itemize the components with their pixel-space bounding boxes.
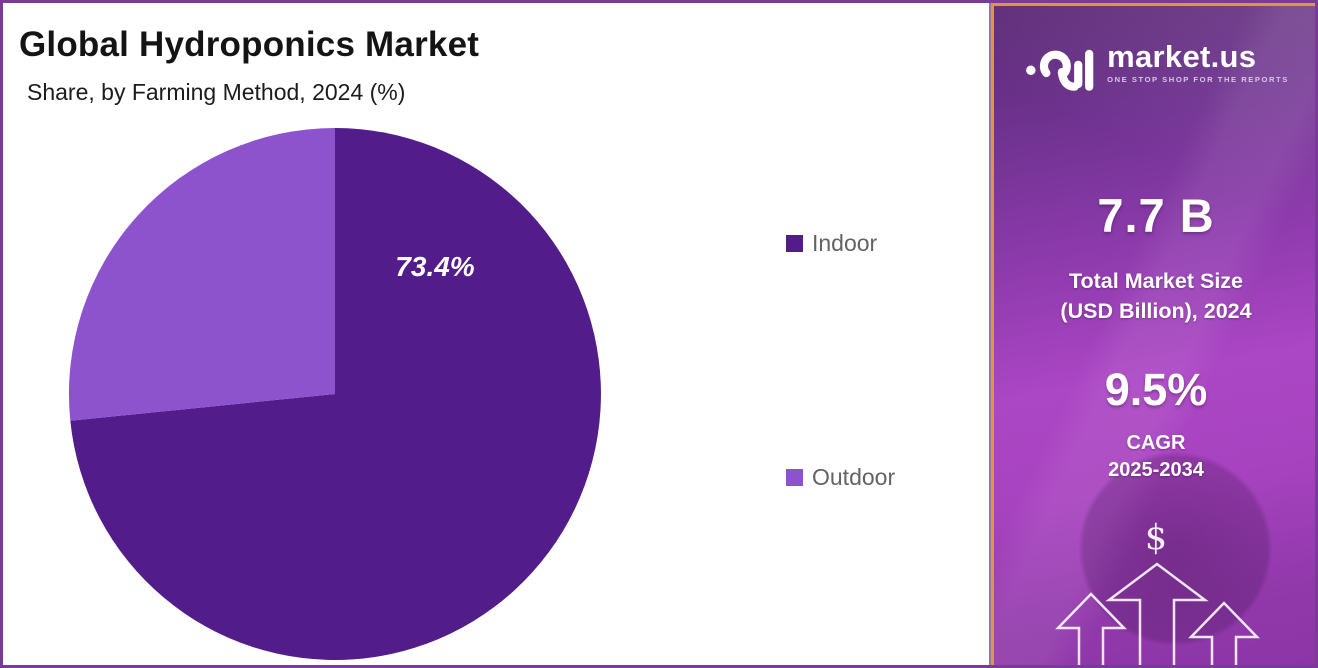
page-title: Global Hydroponics Market [19, 25, 480, 64]
legend-label-indoor: Indoor [812, 230, 878, 256]
legend: Indoor Outdoor [786, 3, 986, 665]
chart-subtitle: Share, by Farming Method, 2024 (%) [27, 79, 406, 105]
legend-item-indoor: Indoor [786, 230, 877, 257]
dollar-icon: $ [1144, 518, 1168, 558]
legend-label-outdoor: Outdoor [812, 464, 896, 490]
growth-arrow-left [1055, 592, 1127, 665]
growth-arrow-right [1188, 601, 1260, 665]
pie-slices [68, 128, 601, 660]
legend-swatch-outdoor-icon [786, 469, 803, 486]
brand-block: market.us ONE STOP SHOP FOR THE REPORTS [994, 32, 1315, 94]
legend-swatch-indoor-icon [786, 235, 803, 252]
pie-slice-indoor [70, 128, 601, 660]
brand-sidebar: market.us ONE STOP SHOP FOR THE REPORTS … [991, 3, 1315, 665]
brand-text: market.us ONE STOP SHOP FOR THE REPORTS [1107, 39, 1289, 84]
pie-data-label: 73.4% [395, 251, 474, 282]
pie-slice-outdoor [68, 128, 335, 421]
stat-market-size-label-line2: (USD Billion), 2024 [1060, 299, 1252, 323]
market-us-logo-icon [1026, 49, 1094, 91]
stat-cagr-label: CAGR 2025-2034 [994, 430, 1315, 484]
stat-cagr-label-line1: CAGR [1126, 432, 1186, 454]
pie-chart: 73.4% [65, 124, 605, 664]
stat-cagr-value: 9.5% [1104, 364, 1208, 415]
growth-arrows-icon [1055, 562, 1260, 665]
stat-market-size-value: 7.7 B [1097, 189, 1215, 242]
stat-market-size-label-line1: Total Market Size [1068, 269, 1244, 293]
brand-name: market.us [1107, 39, 1257, 74]
legend-item-outdoor: Outdoor [786, 464, 895, 491]
growth-arrow-middle [1105, 562, 1209, 665]
stat-cagr-label-line2: 2025-2034 [1108, 459, 1204, 481]
brand-tagline: ONE STOP SHOP FOR THE REPORTS [1107, 75, 1289, 84]
chart-area: Global Hydroponics Market Share, by Farm… [3, 3, 991, 665]
stat-market-size-label: Total Market Size (USD Billion), 2024 [994, 266, 1315, 326]
pie-chart-svg: 73.4% [68, 128, 601, 660]
